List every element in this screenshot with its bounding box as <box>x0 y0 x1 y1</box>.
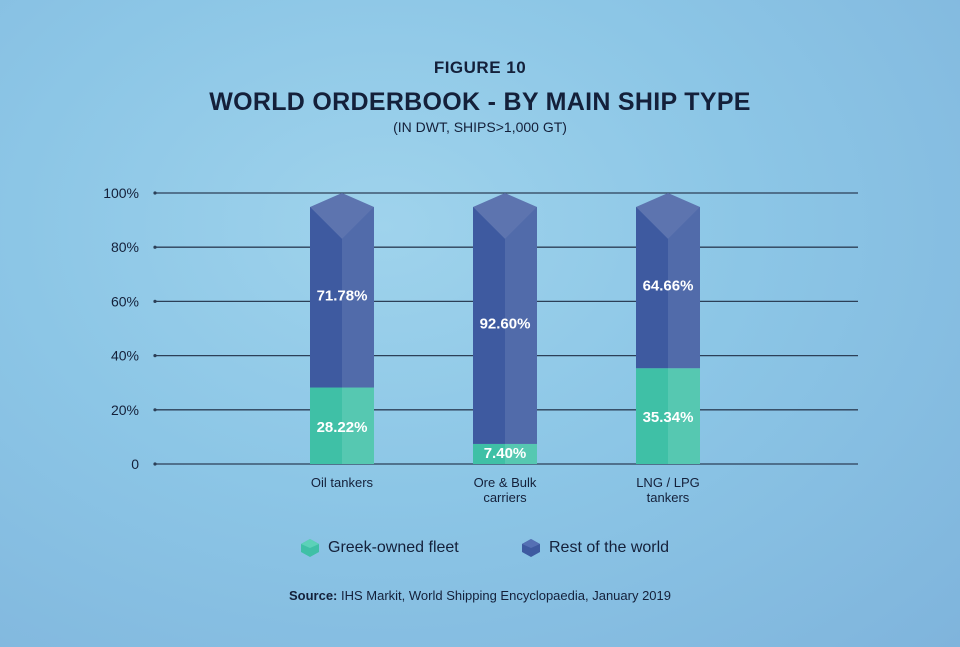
source-label: Source: <box>288 588 338 603</box>
legend-item-rest: Rest of the world <box>521 538 669 558</box>
figure-number: FIGURE 10 <box>433 58 527 77</box>
bar-cap <box>636 193 700 239</box>
bar-greek-owned <box>310 387 342 464</box>
legend-swatch-greek <box>301 539 319 557</box>
chart-legend: Greek-owned fleet Rest of the world <box>0 538 960 562</box>
bar-cap-side <box>636 207 668 239</box>
bar-rest-of-world <box>473 207 505 444</box>
x-category-label: LNG / LPG <box>636 475 700 490</box>
y-tick-label: 20% <box>111 402 139 418</box>
x-category-label: carriers <box>483 490 527 505</box>
legend-label-rest: Rest of the world <box>549 539 670 556</box>
x-category-label: tankers <box>647 490 690 505</box>
data-label-rest: 71.78% <box>317 287 368 304</box>
bar-greek-owned-facet <box>342 387 374 464</box>
data-label-rest: 64.66% <box>643 278 694 295</box>
x-category-label: Oil tankers <box>311 475 374 490</box>
y-tick-label: 60% <box>111 293 139 309</box>
gridline-dot <box>153 462 157 466</box>
bar-cap-side <box>505 207 537 239</box>
y-tick-label: 40% <box>111 348 139 364</box>
legend-item-greek: Greek-owned fleet <box>300 538 459 558</box>
bar-greek-owned <box>473 443 505 464</box>
source-text: IHS Markit, World Shipping Encyclopaedia… <box>337 588 671 603</box>
x-category-label: Ore & Bulk <box>474 475 537 490</box>
bar-chart: 0 20% 40% 60% 80% 100% 71.78% 28.22% Oil tankers… <box>103 185 858 505</box>
gridline-dot <box>153 191 157 195</box>
data-label-rest: 92.60% <box>480 315 531 332</box>
bar-cap-side <box>310 207 342 239</box>
bar-cap <box>473 193 537 239</box>
bar-cap-side <box>668 207 700 239</box>
bar-greek-owned-facet <box>505 443 537 464</box>
legend-swatch-rest <box>522 539 540 557</box>
data-label-greek: 35.34% <box>643 409 694 426</box>
bar-greek-owned-facet <box>668 368 700 464</box>
y-tick-label: 0 <box>131 456 139 472</box>
chart-subtitle: (IN DWT, SHIPS>1,000 GT) <box>393 119 567 135</box>
bar-rest-of-world-facet <box>505 207 537 444</box>
data-label-greek: 7.40% <box>484 445 527 462</box>
gridline-dot <box>153 245 157 249</box>
chart-title: WORLD ORDERBOOK - BY MAIN SHIP TYPE <box>209 88 751 116</box>
legend-label-greek: Greek-owned fleet <box>328 539 459 556</box>
bar-cap <box>310 193 374 239</box>
data-label-greek: 28.22% <box>317 419 368 436</box>
y-tick-label: 100% <box>103 185 139 201</box>
gridline-dot <box>153 354 157 358</box>
source-note: Source: IHS Markit, World Shipping Encyc… <box>0 588 960 603</box>
y-tick-label: 80% <box>111 239 139 255</box>
gridline-dot <box>153 408 157 412</box>
bar-greek-owned <box>636 368 668 464</box>
bar-cap-side <box>473 207 505 239</box>
bar-cap-side <box>342 207 374 239</box>
gridline-dot <box>153 299 157 303</box>
